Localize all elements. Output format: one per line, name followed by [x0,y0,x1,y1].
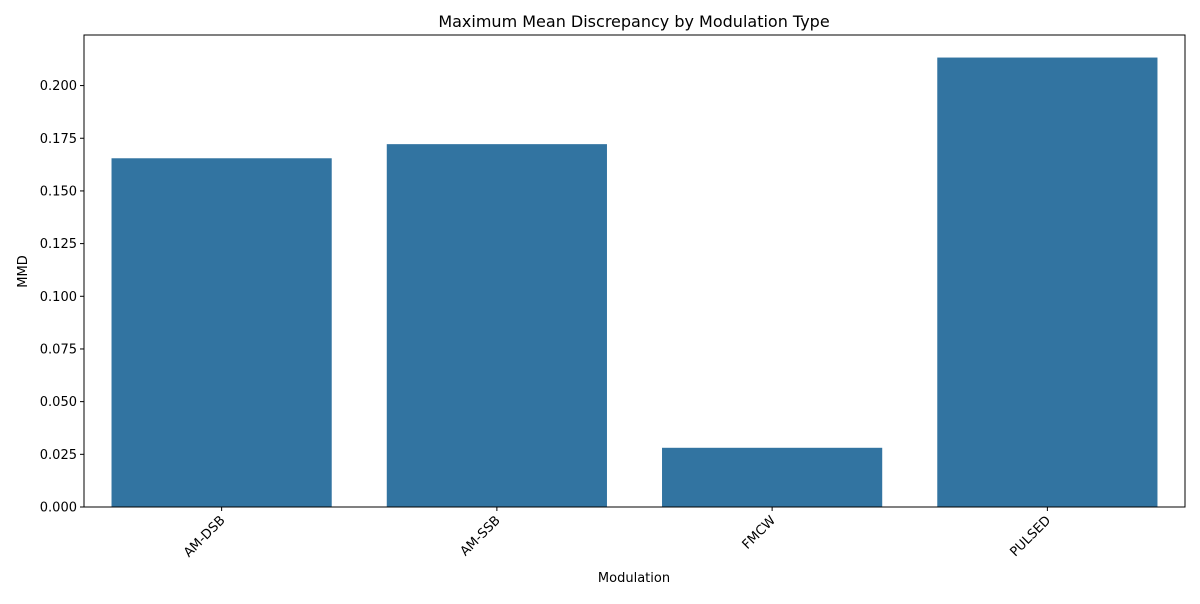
y-tick-label: 0.025 [40,448,77,463]
y-tick-label: 0.075 [40,342,77,357]
plot-frame [83,34,1186,508]
bar-pulsed [937,57,1158,508]
x-axis: AM-DSB AM-SSB FMCW PULSED [181,507,1054,561]
bar-am-ssb [386,144,607,507]
chart-title: Maximum Mean Discrepancy by Modulation T… [438,12,829,31]
x-tick-label: AM-DSB [181,513,228,560]
plot-area [83,34,1186,508]
x-tick-label: AM-SSB [458,513,504,559]
y-tick-label: 0.050 [40,395,77,410]
y-tick-label: 0.175 [40,132,77,147]
y-axis-label: MMD [16,255,31,287]
x-tick-label: PULSED [1007,513,1054,560]
x-axis-label: Modulation [598,571,670,586]
y-tick-label: 0.100 [40,290,77,305]
y-tick-label: 0.125 [40,237,77,252]
y-tick-label: 0.000 [40,501,77,516]
bar-fmcw [662,447,883,507]
bar-am-dsb [111,158,332,507]
y-tick-label: 0.200 [40,79,77,94]
x-tick-label: FMCW [740,513,779,552]
y-axis: 0.000 0.025 0.050 0.075 0.100 0.125 0.150 0.175… [40,79,84,516]
y-tick-label: 0.150 [40,184,77,199]
